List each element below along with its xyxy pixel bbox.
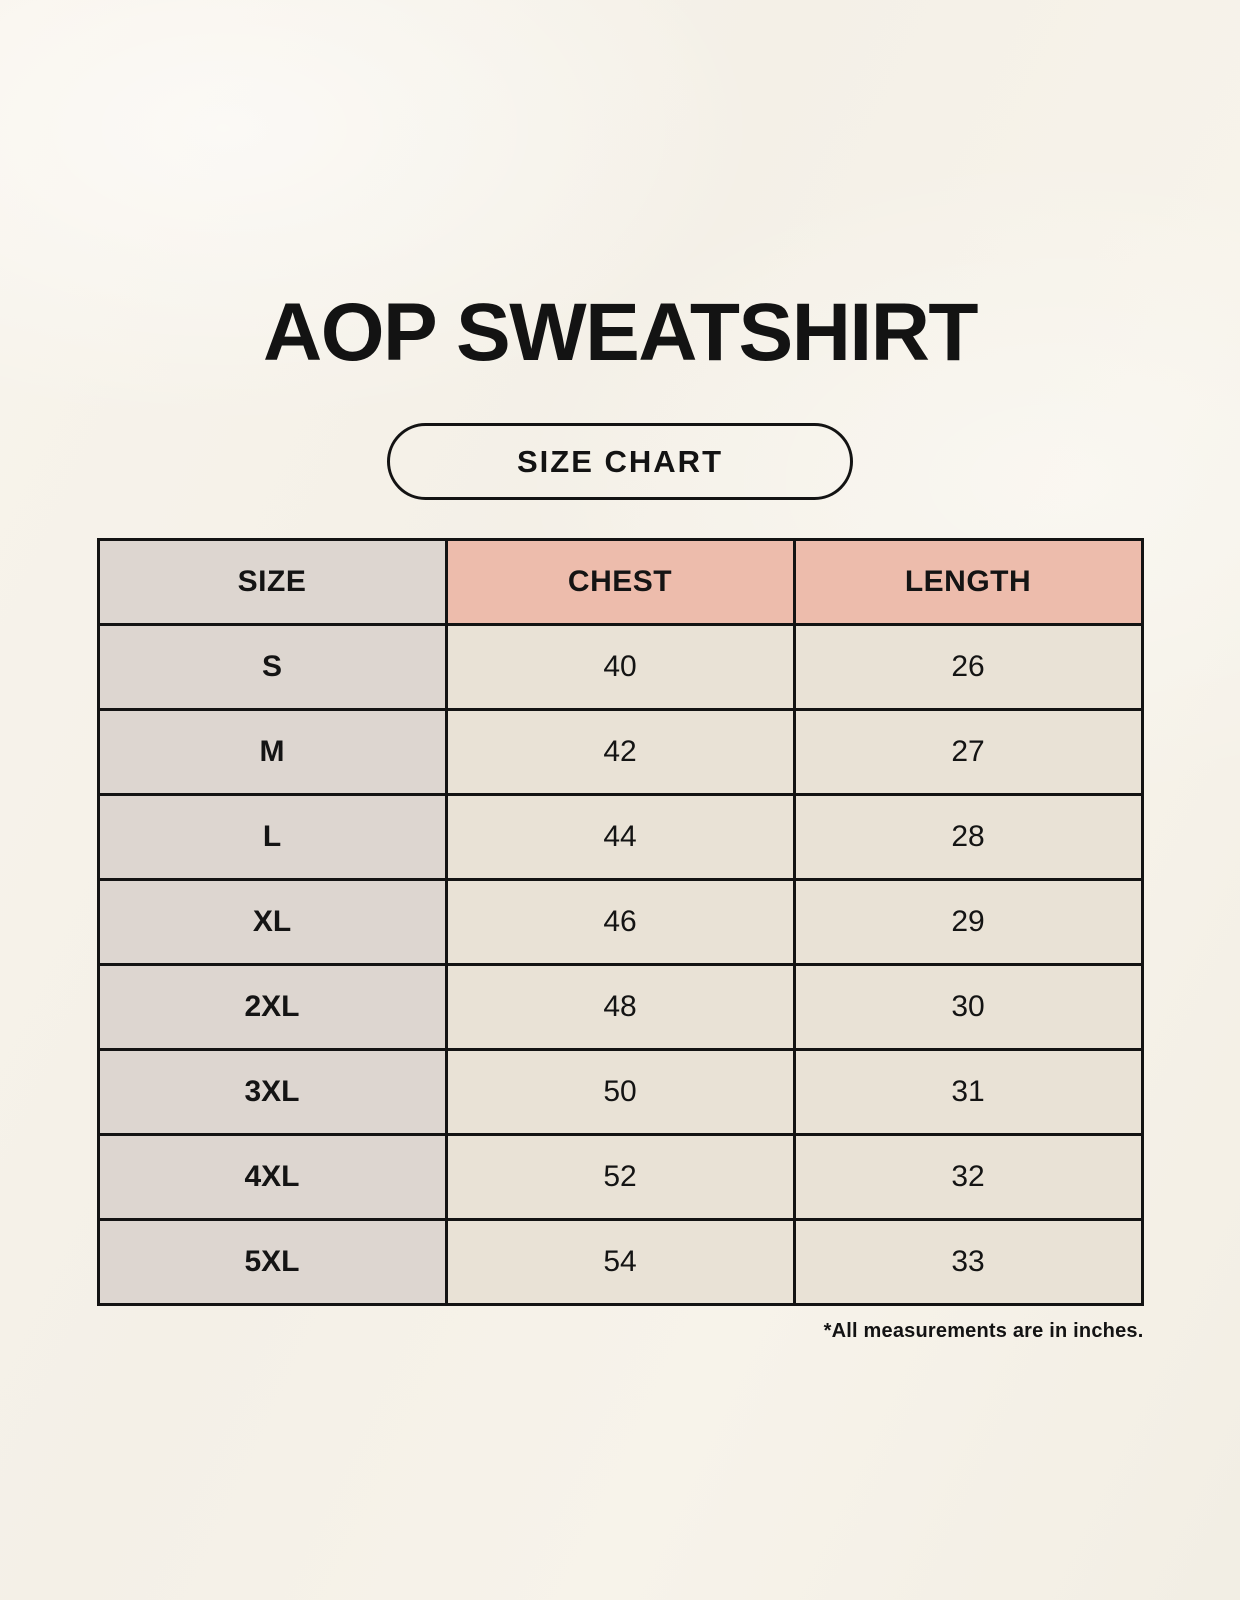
header-cell-size: SIZE <box>96 538 448 626</box>
header-cell-chest: CHEST <box>444 538 796 626</box>
size-cell: 5XL <box>96 1218 448 1306</box>
length-value-cell: 31 <box>792 1048 1144 1136</box>
size-row-3xl: 3XL 50 31 <box>96 1048 1144 1136</box>
measurement-unit-note: *All measurements are in inches. <box>823 1320 1144 1342</box>
size-cell: L <box>96 793 448 881</box>
length-value-cell: 27 <box>792 708 1144 796</box>
chest-value-cell: 54 <box>444 1218 796 1306</box>
length-value-cell: 32 <box>792 1133 1144 1221</box>
size-cell: M <box>96 708 448 796</box>
size-row-5xl: 5XL 54 33 <box>96 1218 1144 1306</box>
size-table: SIZE CHEST LENGTH S 40 26 M 42 27 L 44 2… <box>96 538 1144 1306</box>
chest-value-cell: 42 <box>444 708 796 796</box>
header-row: SIZE CHEST LENGTH <box>96 538 1144 626</box>
size-cell: XL <box>96 878 448 966</box>
length-value-cell: 28 <box>792 793 1144 881</box>
length-value-cell: 29 <box>792 878 1144 966</box>
header-cell-length: LENGTH <box>792 538 1144 626</box>
chest-value-cell: 40 <box>444 623 796 711</box>
size-row-s: S 40 26 <box>96 623 1144 711</box>
size-row-4xl: 4XL 52 32 <box>96 1133 1144 1221</box>
size-cell: 2XL <box>96 963 448 1051</box>
size-chart-badge-label: SIZE CHART <box>517 443 723 479</box>
size-row-2xl: 2XL 48 30 <box>96 963 1144 1051</box>
size-row-m: M 42 27 <box>96 708 1144 796</box>
chest-value-cell: 50 <box>444 1048 796 1136</box>
page-title: AOP SWEATSHIRT <box>263 287 979 378</box>
size-row-l: L 44 28 <box>96 793 1144 881</box>
size-cell: 3XL <box>96 1048 448 1136</box>
chest-value-cell: 44 <box>444 793 796 881</box>
chest-value-cell: 52 <box>444 1133 796 1221</box>
length-value-cell: 33 <box>792 1218 1144 1306</box>
size-cell: S <box>96 623 448 711</box>
chest-value-cell: 48 <box>444 963 796 1051</box>
size-row-xl: XL 46 29 <box>96 878 1144 966</box>
size-cell: 4XL <box>96 1133 448 1221</box>
length-value-cell: 26 <box>792 623 1144 711</box>
size-chart-badge[interactable]: SIZE CHART <box>387 423 853 500</box>
chest-value-cell: 46 <box>444 878 796 966</box>
length-value-cell: 30 <box>792 963 1144 1051</box>
